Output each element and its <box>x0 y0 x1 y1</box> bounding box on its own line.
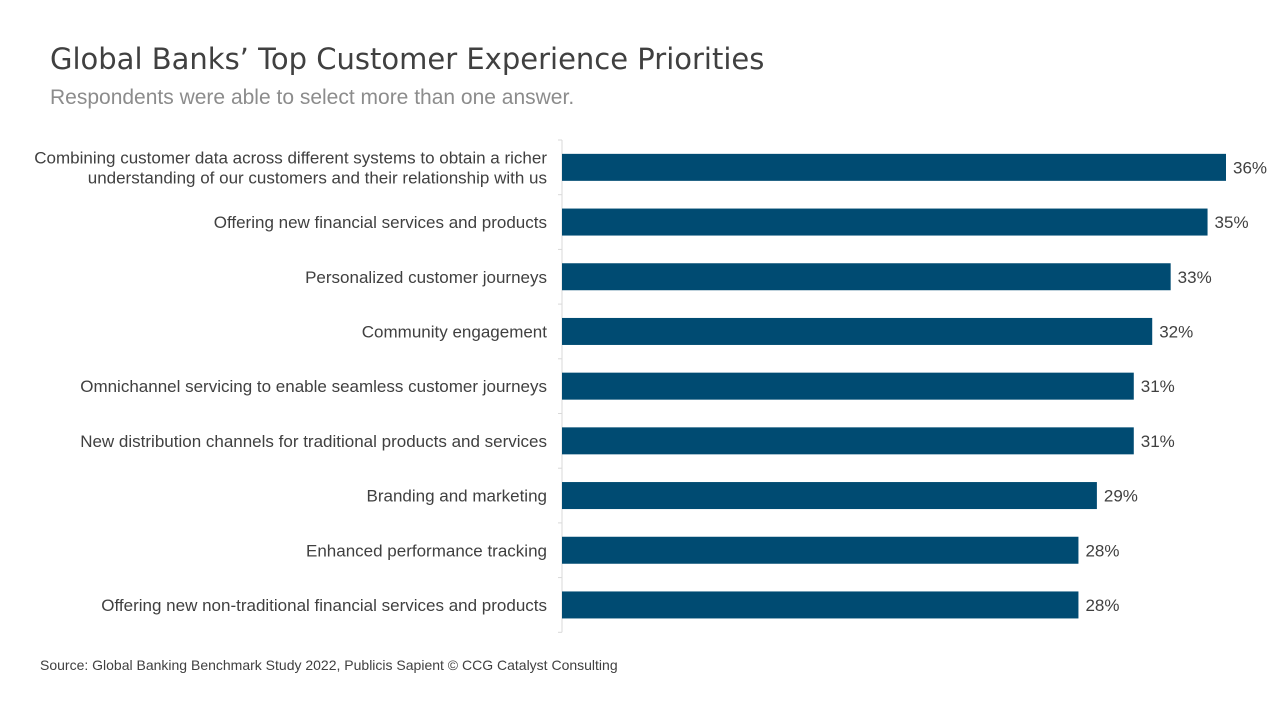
value-label-6: 31% <box>1141 432 1175 451</box>
chart-subtitle: Respondents were able to select more tha… <box>50 86 575 109</box>
bar-8 <box>562 536 1079 564</box>
value-label-2: 35% <box>1215 213 1249 232</box>
value-label-8: 28% <box>1085 541 1119 560</box>
bar-5 <box>562 372 1134 400</box>
category-label-8: Enhanced performance tracking <box>306 541 547 560</box>
value-label-9: 28% <box>1085 596 1119 615</box>
chart-title: Global Banks’ Top Customer Experience Pr… <box>50 42 765 76</box>
value-label-4: 32% <box>1159 322 1193 341</box>
category-label-7: Branding and marketing <box>366 487 547 506</box>
bar-4 <box>562 317 1153 345</box>
bar-1 <box>562 153 1226 181</box>
value-label-1: 36% <box>1233 158 1267 177</box>
source-note: Source: Global Banking Benchmark Study 2… <box>40 657 618 673</box>
bar-6 <box>562 427 1134 455</box>
value-label-3: 33% <box>1178 268 1212 287</box>
category-label-6: New distribution channels for traditiona… <box>80 432 547 451</box>
value-label-7: 29% <box>1104 487 1138 506</box>
bar-2 <box>562 208 1208 236</box>
category-label-4: Community engagement <box>362 322 547 341</box>
category-label-1: Combining customer data across different… <box>34 148 547 187</box>
bar-3 <box>562 263 1171 291</box>
category-label-9: Offering new non-traditional financial s… <box>101 596 547 615</box>
category-label-3: Personalized customer journeys <box>305 268 547 287</box>
bar-7 <box>562 482 1097 510</box>
category-label-5: Omnichannel servicing to enable seamless… <box>80 377 547 396</box>
value-label-5: 31% <box>1141 377 1175 396</box>
bar-9 <box>562 591 1079 619</box>
category-label-2: Offering new financial services and prod… <box>214 213 547 232</box>
